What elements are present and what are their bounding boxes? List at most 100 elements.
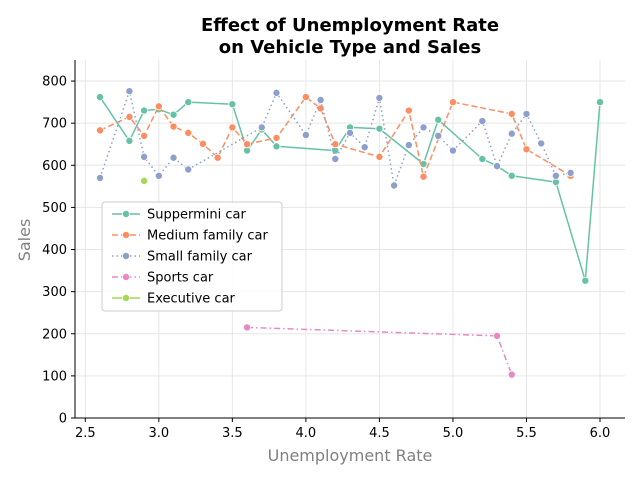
data-point-suppermini-car	[596, 98, 605, 107]
series-small-family-car	[96, 87, 575, 190]
data-point-small-family-car	[419, 123, 428, 132]
data-point-small-family-car	[96, 173, 105, 182]
data-point-small-family-car	[331, 154, 340, 163]
data-point-small-family-car	[493, 162, 502, 171]
legend: Suppermini car Medium family car Small fam…	[101, 201, 283, 312]
data-point-small-family-car	[360, 143, 369, 152]
legend-item-suppermini-car: Suppermini car	[112, 208, 246, 223]
data-point-sports-car	[243, 323, 252, 332]
data-point-suppermini-car	[96, 93, 105, 102]
legend-label: Suppermini car	[147, 208, 246, 223]
y-tick-label: 100	[42, 369, 67, 384]
data-point-medium-family-car	[243, 140, 252, 149]
data-point-small-family-car	[448, 146, 457, 155]
data-point-medium-family-car	[125, 112, 134, 121]
data-point-executive-car	[140, 176, 149, 185]
legend-label: Medium family car	[147, 229, 268, 244]
data-point-small-family-car	[404, 141, 413, 150]
x-tick-label: 3.0	[148, 426, 169, 441]
data-point-small-family-car	[522, 109, 531, 118]
data-point-small-family-car	[478, 117, 487, 126]
y-tick-label: 600	[42, 159, 67, 174]
data-point-small-family-car	[537, 139, 546, 148]
data-point-small-family-car	[316, 96, 325, 105]
data-point-medium-family-car	[404, 106, 413, 115]
data-point-medium-family-car	[522, 145, 531, 154]
x-tick-label: 5.0	[443, 426, 464, 441]
data-point-medium-family-car	[184, 128, 193, 137]
series-medium-family-car	[96, 93, 575, 181]
data-point-medium-family-car	[154, 102, 163, 111]
legend-marker	[122, 293, 131, 302]
x-tick-label: 6.0	[590, 426, 611, 441]
y-tick-label: 0	[59, 412, 67, 427]
x-tick-label: 4.5	[369, 426, 390, 441]
data-point-small-family-car	[272, 88, 281, 97]
chart-title-line-2: on Vehicle Type and Sales	[219, 37, 481, 58]
data-point-medium-family-car	[316, 104, 325, 113]
legend-item-small-family-car: Small family car	[112, 250, 253, 265]
series-line-small-family-car	[99, 90, 571, 187]
x-axis-label: Unemployment Rate	[268, 446, 433, 465]
data-point-medium-family-car	[507, 109, 516, 118]
data-point-medium-family-car	[169, 122, 178, 131]
y-tick-label: 700	[42, 117, 67, 132]
y-tick-label: 500	[42, 201, 67, 216]
data-point-medium-family-car	[140, 131, 149, 140]
data-point-suppermini-car	[228, 100, 237, 109]
data-point-suppermini-car	[478, 154, 487, 163]
data-point-medium-family-car	[448, 98, 457, 107]
legend-item-sports-car: Sports car	[112, 271, 214, 286]
data-point-medium-family-car	[213, 153, 222, 162]
legend-item-executive-car: Executive car	[112, 292, 236, 307]
data-point-medium-family-car	[331, 140, 340, 149]
x-tick-label: 2.5	[75, 426, 96, 441]
plot-area	[96, 87, 605, 379]
legend-marker	[122, 230, 131, 239]
legend-label: Executive car	[147, 292, 236, 307]
legend-label: Small family car	[147, 250, 253, 265]
data-point-medium-family-car	[301, 93, 310, 102]
data-point-medium-family-car	[272, 133, 281, 142]
data-point-medium-family-car	[96, 126, 105, 135]
legend-item-medium-family-car: Medium family car	[112, 229, 268, 244]
y-tick-label: 800	[42, 75, 67, 90]
legend-box	[101, 201, 283, 312]
legend-marker	[122, 272, 131, 281]
series-sports-car	[243, 323, 516, 379]
data-point-small-family-car	[375, 93, 384, 102]
legend-label: Sports car	[147, 271, 214, 286]
data-point-small-family-car	[434, 131, 443, 140]
data-point-medium-family-car	[419, 172, 428, 181]
x-tick-label: 5.5	[516, 426, 537, 441]
legend-marker	[122, 251, 131, 260]
y-tick-label: 400	[42, 243, 67, 258]
data-point-suppermini-car	[140, 106, 149, 115]
data-point-suppermini-car	[125, 136, 134, 145]
data-point-small-family-car	[257, 123, 266, 132]
y-axis-label: Sales	[15, 219, 34, 262]
data-point-suppermini-car	[272, 142, 281, 151]
data-point-suppermini-car	[434, 115, 443, 124]
data-point-small-family-car	[140, 152, 149, 161]
data-point-sports-car	[493, 331, 502, 340]
data-point-suppermini-car	[169, 110, 178, 119]
data-point-suppermini-car	[581, 276, 590, 285]
data-point-small-family-car	[169, 153, 178, 162]
legend-marker	[122, 209, 131, 218]
data-point-sports-car	[507, 370, 516, 379]
y-tick-label: 300	[42, 285, 67, 300]
data-point-small-family-car	[507, 129, 516, 138]
data-point-medium-family-car	[375, 152, 384, 161]
data-point-suppermini-car	[184, 98, 193, 107]
chart-title-line-1: Effect of Unemployment Rate	[201, 15, 499, 36]
data-point-small-family-car	[154, 171, 163, 180]
y-tick-label: 200	[42, 327, 67, 342]
series-line-sports-car	[247, 326, 513, 375]
data-point-suppermini-car	[507, 171, 516, 180]
x-tick-label: 3.5	[222, 426, 243, 441]
data-point-small-family-car	[301, 130, 310, 139]
data-point-small-family-car	[390, 181, 399, 190]
data-point-small-family-car	[184, 165, 193, 174]
